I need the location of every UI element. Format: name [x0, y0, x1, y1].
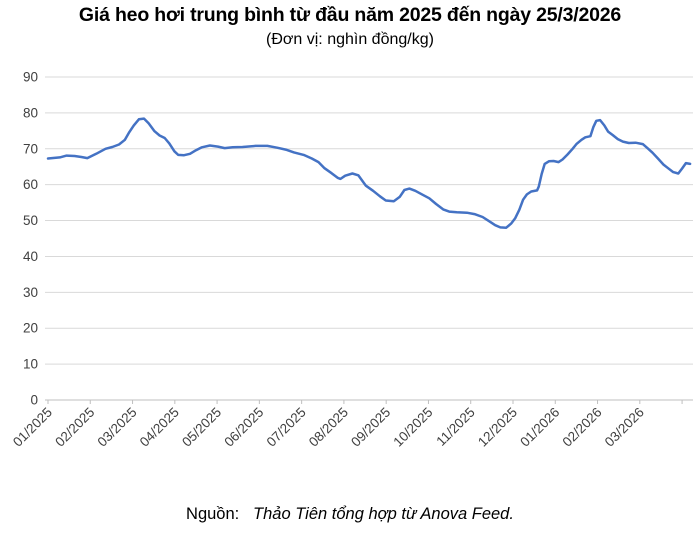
x-tick-label: 01/2026 [517, 405, 562, 450]
chart-area: 0 10 20 30 40 50 60 70 80 90 01/2025 02/2025 03/2025… [0, 58, 700, 480]
y-tick-label: 80 [23, 105, 38, 120]
source-note: Nguồn: Thảo Tiên tổng hợp từ Anova Feed. [0, 505, 700, 524]
y-axis-labels: 0 10 20 30 40 50 60 70 80 90 [23, 70, 38, 408]
x-axis [45, 399, 693, 404]
x-tick-label: 12/2025 [475, 405, 520, 450]
chart-unit-subtitle: (Đơn vị: nghìn đồng/kg) [266, 31, 434, 48]
y-tick-label: 20 [23, 321, 38, 336]
x-tick-label: 08/2025 [306, 405, 351, 450]
x-tick-label: 06/2025 [221, 405, 266, 450]
price-line-chart: 0 10 20 30 40 50 60 70 80 90 01/202502/202503/2025… [10, 70, 693, 450]
y-tick-label: 60 [23, 177, 38, 192]
x-tick-label: 03/2026 [602, 405, 647, 450]
x-tick-label: 09/2025 [348, 405, 393, 450]
source-text: Thảo Tiên tổng hợp từ Anova Feed. [253, 505, 514, 523]
x-tick-label: 04/2025 [137, 405, 182, 450]
x-axis-labels: 01/202502/202503/202504/202505/202506/20… [10, 405, 647, 450]
chart-title: Giá heo hơi trung bình từ đầu năm 2025 đ… [78, 4, 622, 26]
y-tick-label: 40 [23, 249, 38, 264]
x-tick-label: 07/2025 [264, 405, 309, 450]
x-tick-label: 10/2025 [390, 405, 435, 450]
y-tick-label: 30 [23, 285, 38, 300]
x-tick-label: 03/2025 [95, 405, 140, 450]
y-tick-label: 50 [23, 213, 38, 228]
source-label: Nguồn: [186, 505, 240, 523]
x-tick-label: 01/2025 [10, 405, 55, 450]
gridlines [45, 76, 693, 365]
x-tick-label: 11/2025 [433, 405, 477, 449]
y-tick-label: 10 [23, 357, 38, 372]
x-tick-label: 02/2026 [560, 405, 605, 450]
y-tick-label: 90 [23, 70, 38, 85]
x-tick-label: 05/2025 [179, 405, 224, 450]
x-tick-label: 02/2025 [52, 405, 97, 450]
y-tick-label: 70 [23, 141, 38, 156]
price-line-series [46, 117, 692, 229]
y-tick-label: 0 [30, 393, 38, 408]
